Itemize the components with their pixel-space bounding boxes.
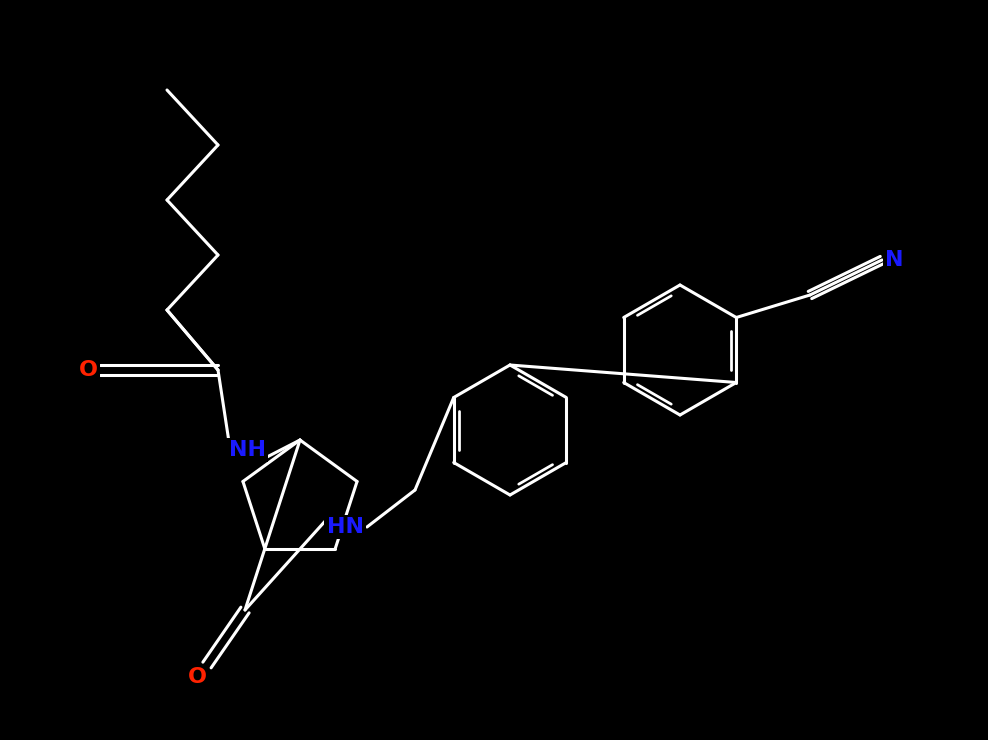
Text: O: O xyxy=(78,360,98,380)
Text: N: N xyxy=(884,250,903,270)
Text: HN: HN xyxy=(326,517,364,537)
Text: O: O xyxy=(188,667,206,687)
Text: NH: NH xyxy=(228,440,266,460)
